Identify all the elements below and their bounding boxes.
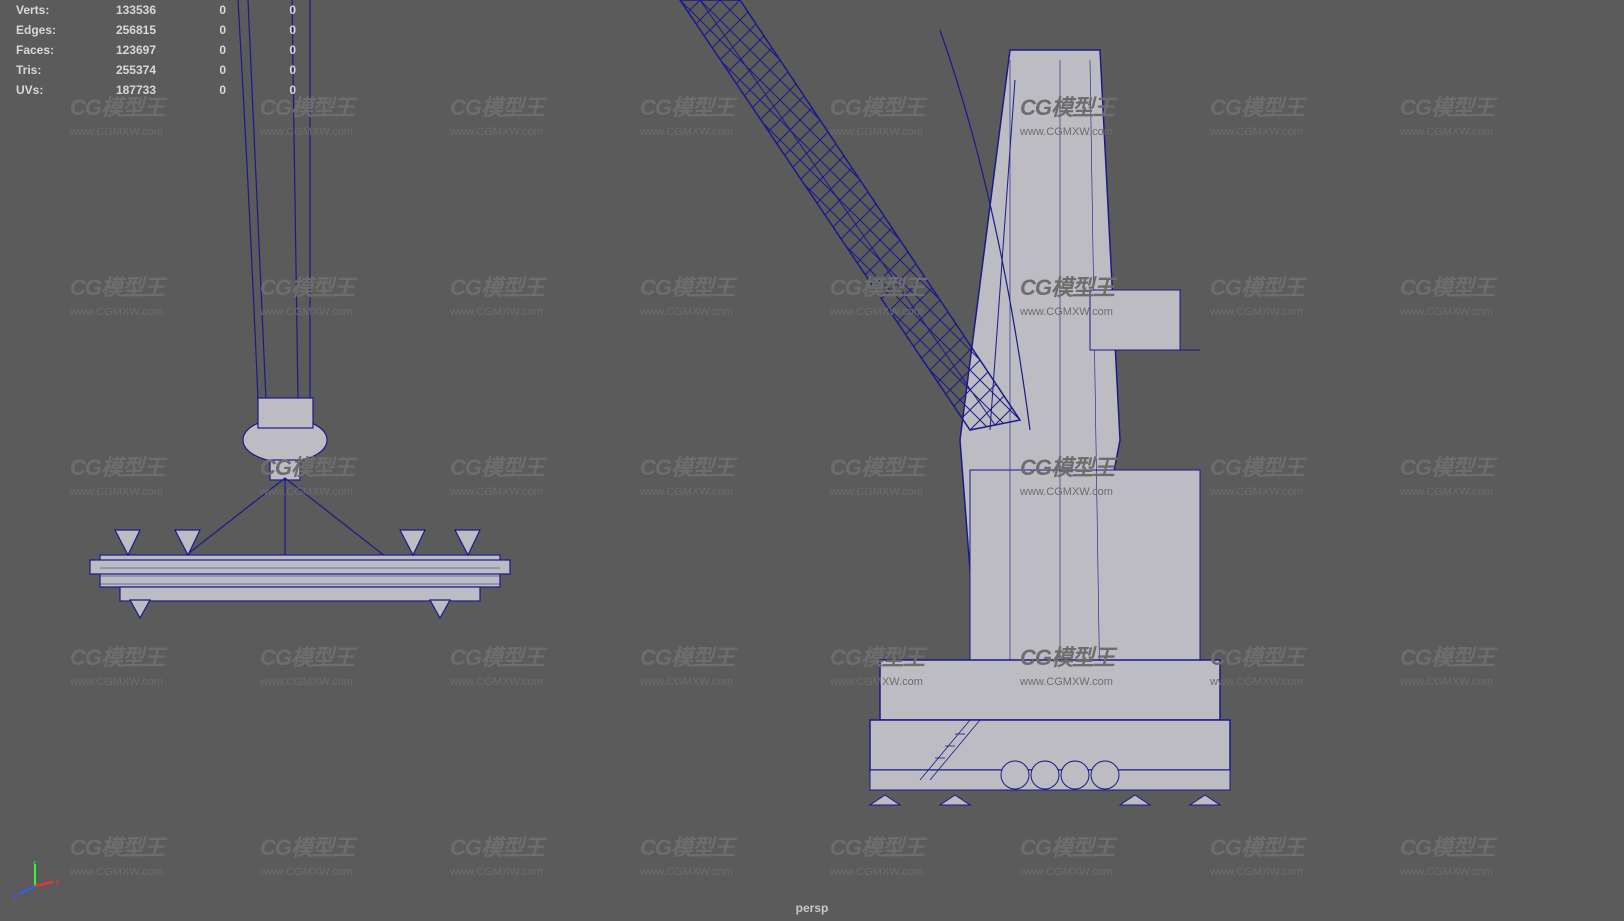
polycount-row: Edges:25681500 [16,20,296,40]
stat-label: UVs: [16,80,86,100]
maya-viewport[interactable]: Verts:13353600Edges:25681500Faces:123697… [0,0,1624,921]
polycount-row: Tris:25537400 [16,60,296,80]
container-spreader [90,398,510,618]
view-axis-gizmo: y x z [10,861,60,911]
stat-value: 0 [226,40,296,60]
polycount-row: Verts:13353600 [16,0,296,20]
crane-boom [680,0,1030,430]
stat-label: Edges: [16,20,86,40]
stat-value: 0 [226,80,296,100]
stat-value: 0 [156,60,226,80]
stat-value: 0 [156,20,226,40]
svg-text:z: z [13,891,18,901]
polycount-row: UVs:18773300 [16,80,296,100]
polycount-table: Verts:13353600Edges:25681500Faces:123697… [16,0,296,100]
stat-value: 133536 [86,0,156,20]
polycount-hud: Verts:13353600Edges:25681500Faces:123697… [16,0,296,100]
stat-value: 0 [156,80,226,100]
crane-base [870,660,1230,805]
svg-text:x: x [55,876,60,886]
stat-value: 187733 [86,80,156,100]
stat-value: 0 [156,0,226,20]
stat-label: Verts: [16,0,86,20]
stat-label: Faces: [16,40,86,60]
stat-value: 255374 [86,60,156,80]
crane-tower [960,50,1200,700]
stat-label: Tris: [16,60,86,80]
stat-value: 0 [226,60,296,80]
wireframe-scene [0,0,1624,921]
stat-value: 0 [226,0,296,20]
stat-value: 0 [226,20,296,40]
svg-text:y: y [33,861,38,864]
camera-name-label: persp [796,901,829,915]
stat-value: 0 [156,40,226,60]
stat-value: 256815 [86,20,156,40]
stat-value: 123697 [86,40,156,60]
polycount-row: Faces:12369700 [16,40,296,60]
